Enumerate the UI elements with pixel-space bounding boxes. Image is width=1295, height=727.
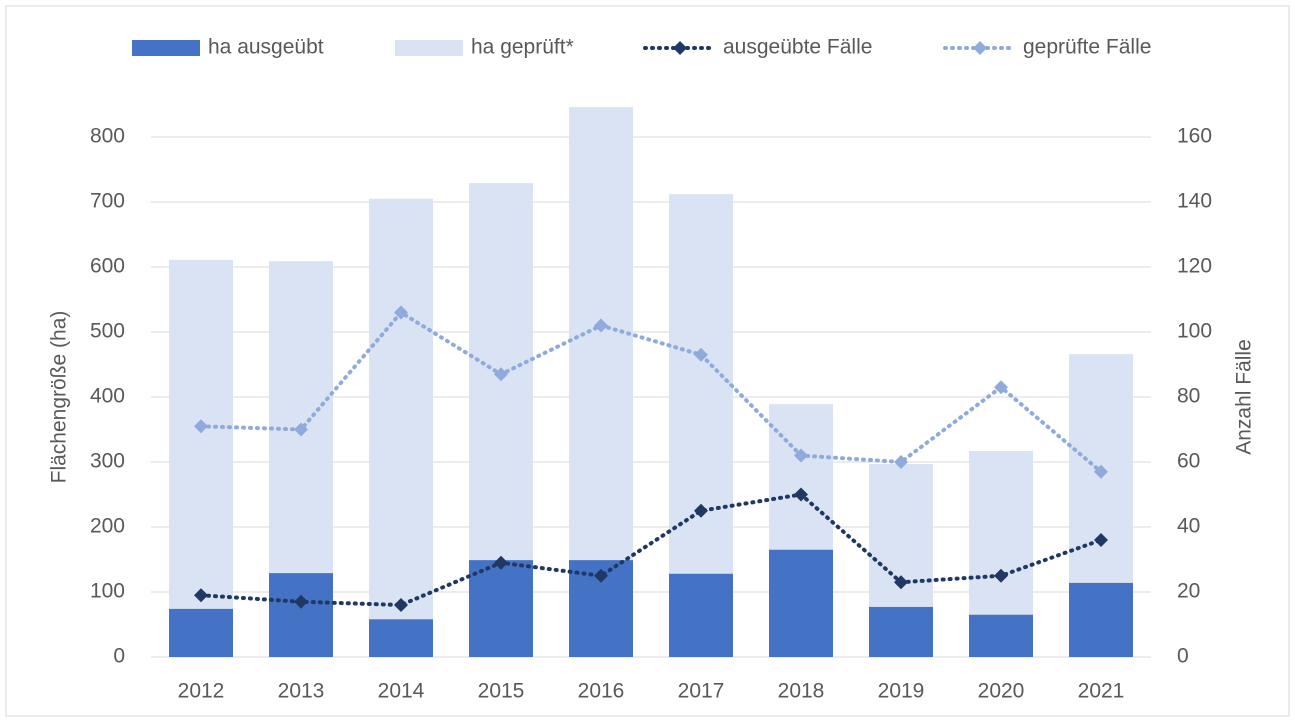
marker (794, 448, 808, 463)
marker (594, 568, 608, 583)
legend-label: geprüfte Fälle (1023, 36, 1151, 59)
y-tick-label: 100 (90, 580, 125, 603)
legend-swatch (395, 40, 463, 56)
bar (1069, 582, 1133, 657)
y2-tick-label: 60 (1177, 450, 1200, 473)
x-tick-label: 2015 (478, 680, 525, 703)
line (199, 309, 1103, 474)
y2-tick-label: 160 (1177, 125, 1212, 148)
y2-tick-label: 40 (1177, 515, 1200, 538)
marker (694, 347, 708, 362)
legend-swatch (132, 40, 200, 56)
marker (794, 487, 808, 502)
bar (469, 560, 533, 657)
x-tick-label: 2013 (278, 680, 325, 703)
marker (694, 503, 708, 518)
bar (269, 573, 333, 657)
x-tick-label: 2018 (778, 680, 825, 703)
marker (894, 455, 908, 469)
bar (769, 549, 833, 657)
x-tick-label: 2021 (1078, 680, 1125, 703)
marker (394, 598, 408, 612)
marker (294, 422, 308, 437)
y2-tick-label: 140 (1177, 190, 1212, 213)
marker (594, 318, 608, 333)
y-tick-label: 700 (90, 190, 125, 213)
bar (969, 614, 1033, 657)
y2-tick-label: 80 (1177, 385, 1200, 408)
marker (1094, 533, 1108, 547)
marker (894, 575, 908, 590)
legend-label: ha ausgeübt (208, 36, 324, 59)
bar (169, 608, 233, 657)
y-tick-label: 400 (90, 385, 125, 408)
bar (369, 619, 433, 657)
legend-marker (973, 41, 987, 55)
y-tick-label: 0 (113, 645, 125, 668)
x-tick-label: 2020 (978, 680, 1025, 703)
y2-tick-label: 120 (1177, 255, 1212, 278)
y-tick-label: 300 (90, 450, 125, 473)
marker (994, 380, 1008, 395)
y2-axis-title: Anzahl Fälle (1233, 339, 1256, 455)
marker (994, 568, 1008, 583)
x-tick-label: 2016 (578, 680, 625, 703)
marker (1094, 464, 1108, 479)
y-tick-label: 200 (90, 515, 125, 538)
x-tick-label: 2014 (378, 680, 425, 703)
line (199, 492, 1103, 608)
y-tick-label: 600 (90, 255, 125, 278)
x-tick-label: 2012 (178, 680, 225, 703)
y-tick-label: 800 (90, 125, 125, 148)
marker (494, 555, 508, 570)
legend-label: ha geprüft* (471, 36, 574, 59)
legend-marker (673, 41, 687, 55)
y2-tick-label: 20 (1177, 580, 1200, 603)
y2-tick-label: 100 (1177, 320, 1212, 343)
x-tick-label: 2017 (678, 680, 725, 703)
bar (669, 573, 733, 657)
x-tick-label: 2019 (878, 680, 925, 703)
bar (869, 606, 933, 657)
bar (369, 198, 433, 657)
marker (194, 419, 208, 434)
marker (294, 594, 308, 609)
marker (394, 305, 408, 320)
y-tick-label: 500 (90, 320, 125, 343)
legend-label: ausgeübte Fälle (723, 36, 872, 59)
marker (494, 367, 508, 382)
y2-tick-label: 0 (1177, 645, 1189, 668)
marker (194, 588, 208, 603)
y-axis-title: Flächengröße (ha) (48, 311, 71, 484)
